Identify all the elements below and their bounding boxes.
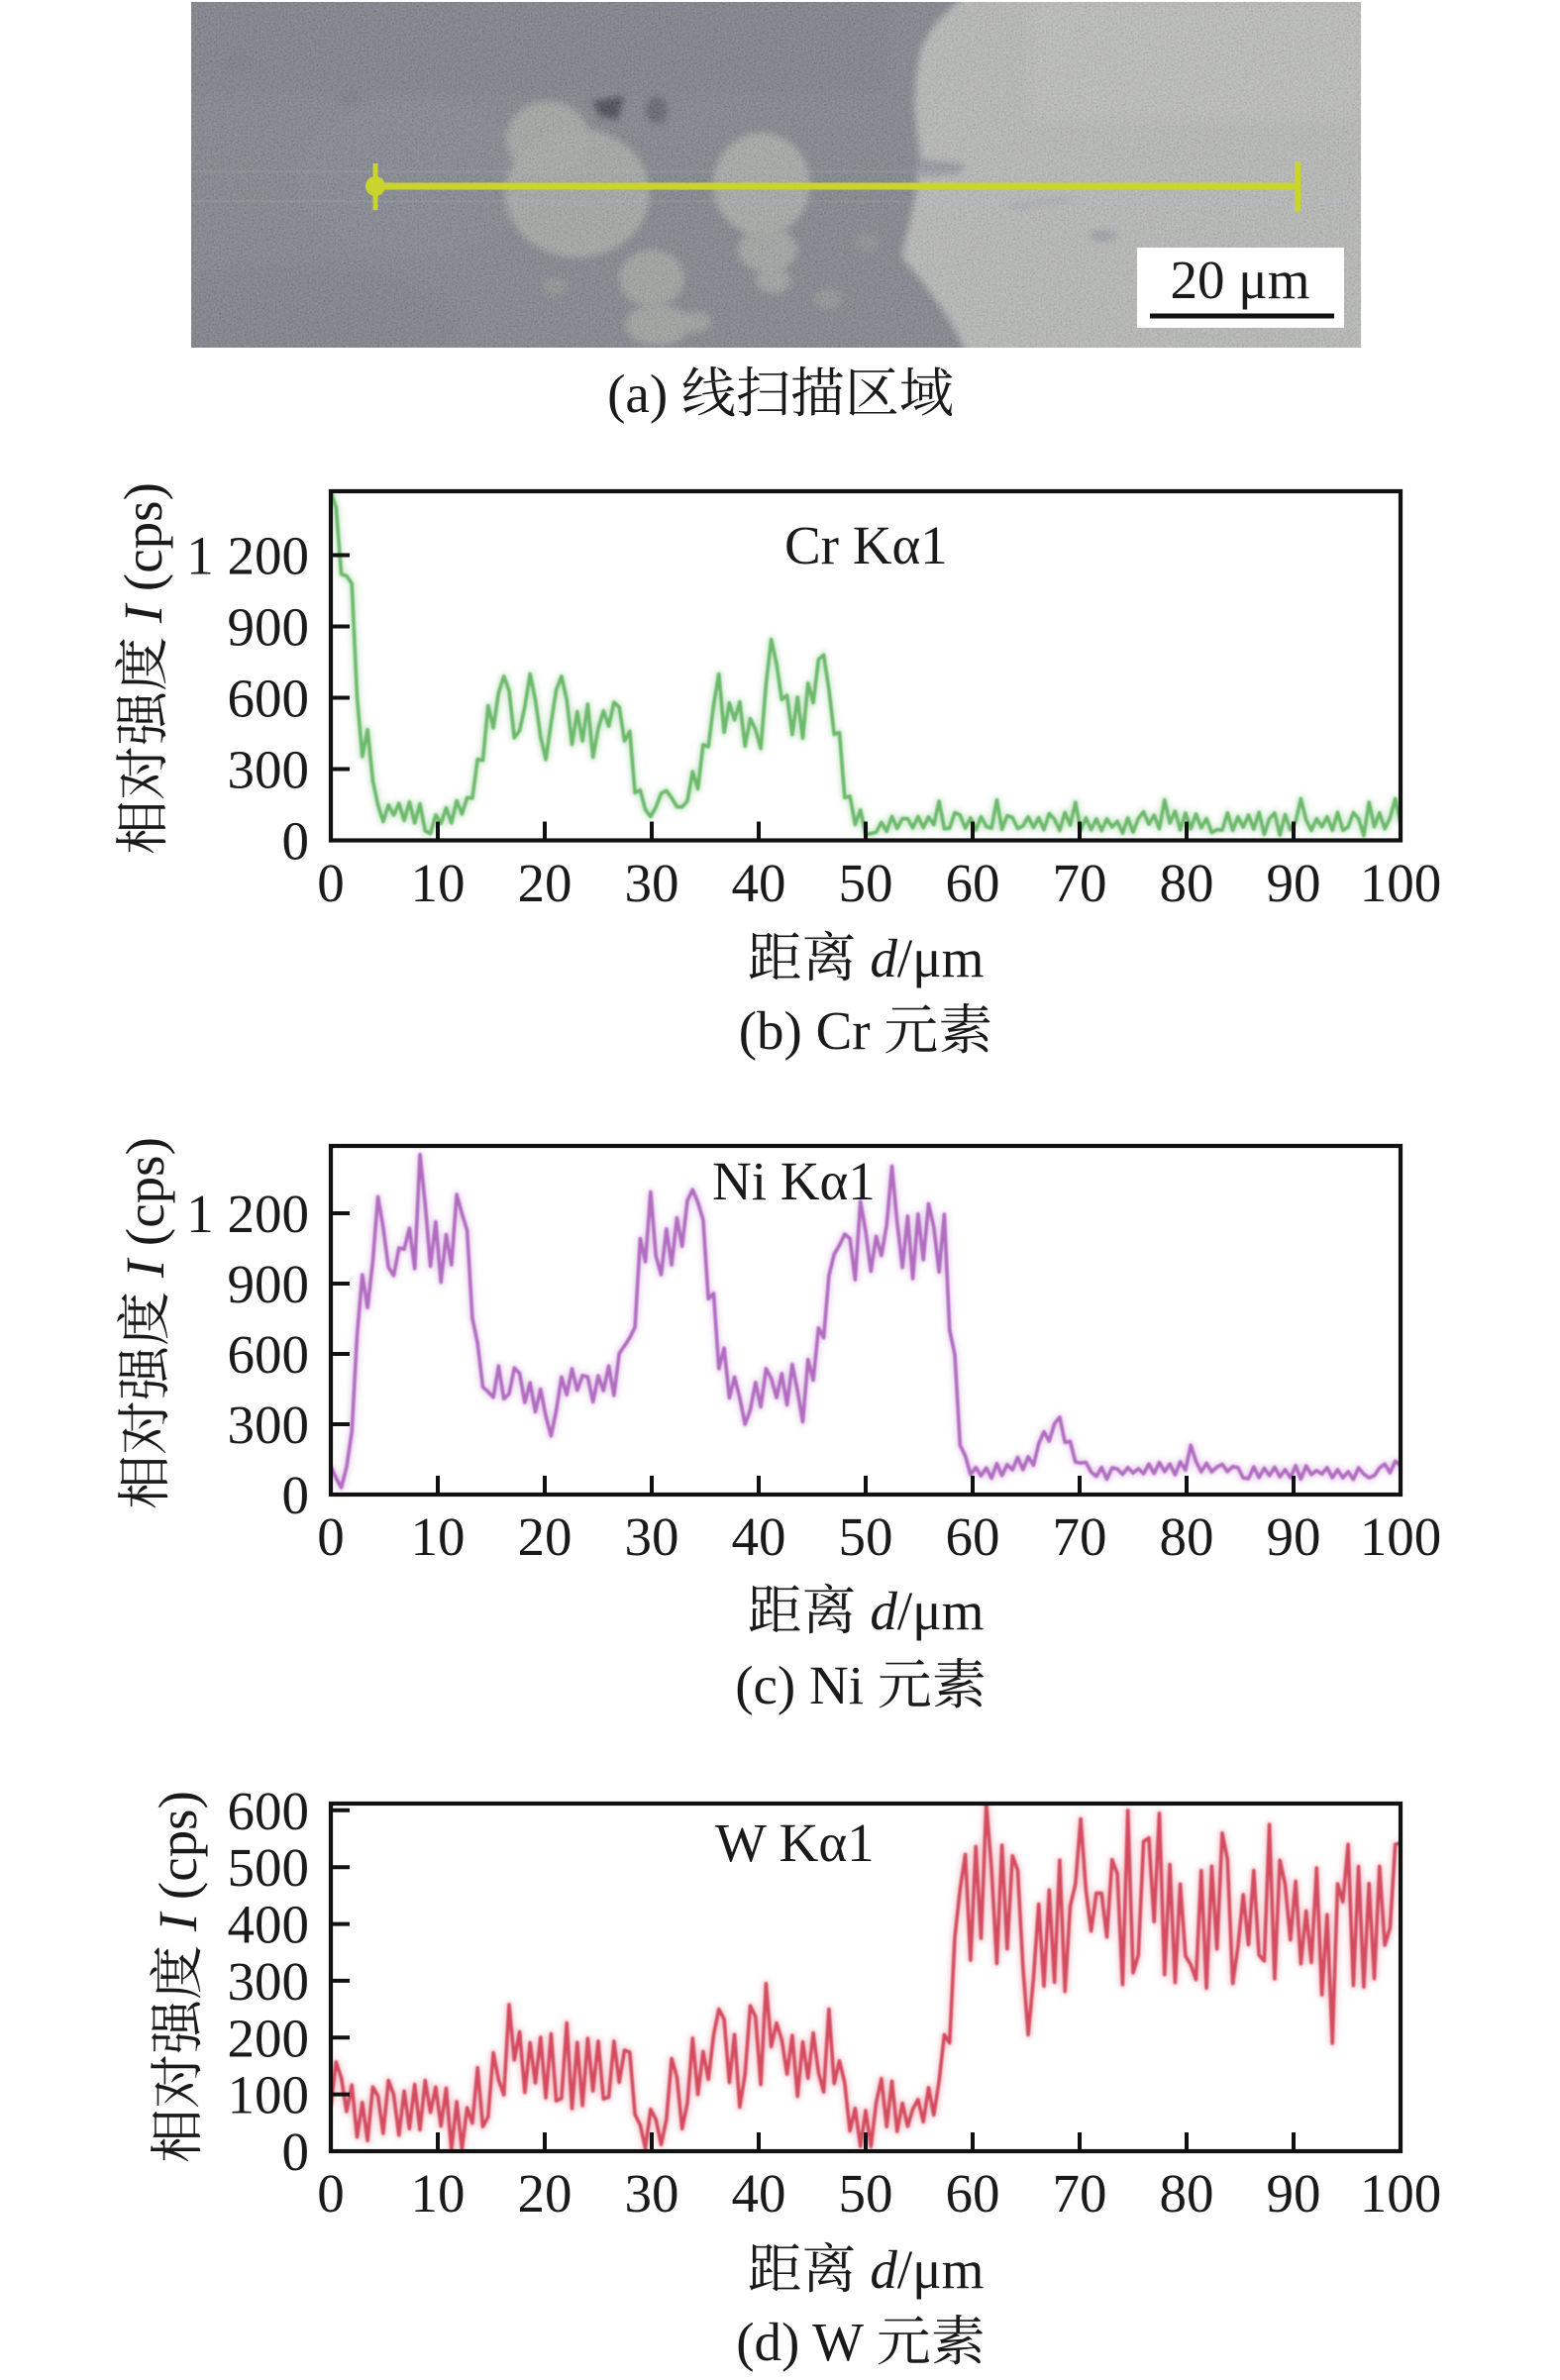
svg-text:10: 10	[411, 2163, 466, 2224]
svg-text:100: 100	[1360, 853, 1442, 913]
svg-text:d: d	[870, 928, 897, 988]
svg-text:0: 0	[282, 1465, 310, 1525]
svg-text:W Kα1: W Kα1	[715, 1812, 875, 1873]
svg-text:70: 70	[1053, 2163, 1107, 2224]
svg-text:/μm: /μm	[897, 928, 985, 988]
svg-text:20: 20	[518, 2163, 572, 2224]
svg-text:90: 90	[1267, 2163, 1321, 2224]
svg-text:600: 600	[228, 1781, 310, 1841]
svg-text:30: 30	[625, 1506, 679, 1567]
svg-text:30: 30	[625, 2163, 679, 2224]
svg-text:60: 60	[946, 1506, 1000, 1567]
svg-text:0: 0	[282, 2121, 310, 2182]
svg-text:400: 400	[228, 1895, 310, 1955]
svg-text:80: 80	[1160, 1506, 1214, 1567]
svg-text:d: d	[870, 1581, 897, 1641]
svg-text:300: 300	[228, 740, 310, 800]
svg-text:90: 90	[1267, 1506, 1321, 1567]
svg-text:50: 50	[839, 853, 893, 913]
svg-text:I: I	[148, 1911, 208, 1945]
svg-text:10: 10	[411, 853, 466, 913]
svg-text:d: d	[870, 2239, 897, 2300]
svg-text:(d) W: (d) W	[736, 2312, 877, 2372]
svg-text:500: 500	[228, 1837, 310, 1898]
svg-text:70: 70	[1053, 1506, 1107, 1567]
svg-text:/μm: /μm	[897, 1581, 985, 1641]
svg-text:40: 40	[732, 2163, 786, 2224]
svg-text:30: 30	[625, 853, 679, 913]
svg-text:20: 20	[518, 853, 572, 913]
svg-text:(cps): (cps)	[115, 1137, 175, 1260]
svg-text:I: I	[113, 602, 173, 637]
svg-text:100: 100	[1360, 1506, 1442, 1567]
svg-text:20 μm: 20 μm	[1170, 250, 1309, 310]
svg-text:0: 0	[317, 853, 345, 913]
svg-text:1 200: 1 200	[186, 526, 309, 586]
svg-text:0: 0	[317, 1506, 345, 1567]
svg-text:900: 900	[228, 597, 310, 658]
svg-text:600: 600	[228, 1324, 310, 1385]
svg-text:0: 0	[282, 811, 310, 872]
svg-text:80: 80	[1160, 2163, 1214, 2224]
svg-text:(a): (a)	[607, 363, 681, 424]
svg-text:300: 300	[228, 1951, 310, 2012]
svg-text:(cps): (cps)	[148, 1791, 208, 1914]
svg-text:50: 50	[839, 1506, 893, 1567]
svg-text:100: 100	[228, 2065, 310, 2125]
svg-text:/μm: /μm	[897, 2239, 985, 2300]
svg-text:10: 10	[411, 1506, 466, 1567]
svg-text:(b) Cr: (b) Cr	[739, 1000, 884, 1061]
svg-text:40: 40	[732, 1506, 786, 1567]
svg-text:90: 90	[1267, 853, 1321, 913]
svg-text:50: 50	[839, 2163, 893, 2224]
svg-text:(cps): (cps)	[113, 482, 173, 605]
svg-text:60: 60	[946, 2163, 1000, 2224]
svg-text:20: 20	[518, 1506, 572, 1567]
svg-text:Cr Kα1: Cr Kα1	[784, 515, 948, 575]
svg-text:300: 300	[228, 1395, 310, 1455]
svg-text:100: 100	[1360, 2163, 1442, 2224]
svg-text:40: 40	[732, 853, 786, 913]
svg-text:(c) Ni: (c) Ni	[735, 1655, 878, 1715]
svg-text:0: 0	[317, 2163, 345, 2224]
svg-text:I: I	[115, 1257, 175, 1292]
svg-text:Ni Kα1: Ni Kα1	[712, 1151, 876, 1211]
svg-text:600: 600	[228, 669, 310, 729]
svg-text:70: 70	[1053, 853, 1107, 913]
svg-text:900: 900	[228, 1254, 310, 1314]
svg-text:200: 200	[228, 2008, 310, 2068]
svg-text:1 200: 1 200	[186, 1184, 309, 1244]
svg-text:60: 60	[946, 853, 1000, 913]
svg-text:80: 80	[1160, 853, 1214, 913]
